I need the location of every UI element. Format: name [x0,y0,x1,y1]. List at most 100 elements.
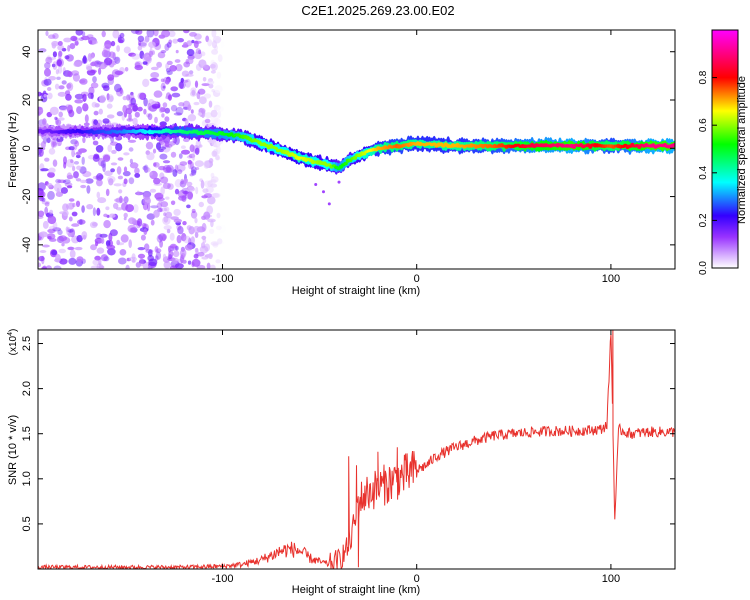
noise-blob [175,106,184,116]
noise-blob [106,94,114,103]
noise-blob [156,197,165,202]
noise-blob [166,228,171,234]
noise-blob [207,218,216,223]
noise-blob [187,57,194,65]
noise-blob [42,265,47,269]
noise-blob [186,204,191,209]
noise-blob [52,33,59,40]
noise-blob [92,140,99,146]
noise-blob [137,92,145,100]
noise-blob [154,255,159,261]
ridge-core [352,155,358,160]
noise-blob [158,165,166,171]
noise-blob [129,227,137,233]
noise-blob [181,70,190,77]
noise-blob [178,190,187,199]
noise-blob [159,146,167,150]
noise-blob [164,116,170,122]
noise-blob [215,156,221,161]
noise-blob [128,217,136,225]
noise-blob [38,91,42,97]
figure-title: C2E1.2025.269.23.00.E02 [301,3,454,18]
colorbar-tick-label: 0.2 [698,213,709,227]
noise-blob [52,159,58,167]
noise-blob [197,88,206,95]
noise-blob [56,76,61,81]
noise-blob [76,256,84,263]
noise-blob [174,188,180,195]
noise-blob [100,254,108,262]
noise-blob [210,70,216,74]
noise-blob [92,222,98,227]
noise-blob [215,259,221,264]
snr-panel: -100 0 100 0.5 1.0 1.5 2.0 2.5 Height of strai… [7,329,676,596]
noise-blob [148,258,158,267]
noise-blob [207,80,215,85]
noise-blob [125,107,133,115]
noise-blob [177,226,184,235]
noise-blob [149,171,153,176]
noise-blob [71,211,78,217]
noise-blob [144,243,150,251]
noise-blob [211,193,220,198]
noise-blob [129,158,133,164]
noise-blob [179,81,184,89]
noise-blob [41,266,47,269]
noise-blob [163,212,167,217]
noise-blob [103,213,108,218]
noise-blob [114,83,122,93]
noise-blob [164,78,170,85]
noise-blob [64,182,73,187]
noise-blob [102,118,110,124]
noise-blob [210,109,218,118]
noise-blob [183,42,188,48]
x-tick-label: 0 [414,573,420,585]
noise-blob [178,81,186,89]
noise-blob [165,63,170,70]
noise-blob [114,56,121,64]
noise-blob [57,179,67,184]
spectrogram-panel: -100 0 100 -40 -20 0 20 40 Height of straight … [7,29,676,297]
noise-blob [181,149,190,155]
noise-blob [208,83,214,89]
noise-blob [109,213,116,218]
noise-blob [119,32,125,38]
noise-blob [48,148,56,155]
noise-blob [143,108,147,115]
noise-blob [187,186,196,192]
noise-blob [116,242,125,246]
noise-blob [168,250,174,258]
noise-blob [173,218,182,223]
noise-blob [158,200,163,205]
noise-blob [200,51,206,57]
noise-blob [181,79,189,83]
noise-blob [182,221,187,226]
noise-blob [108,51,115,58]
noise-blob [190,87,197,94]
noise-blob [158,233,167,241]
noise-blob [208,158,214,164]
noise-blob [98,61,107,70]
noise-blob [149,188,157,193]
noise-blob [212,192,221,199]
ridge-core [273,146,278,150]
noise-blob [192,152,195,161]
noise-blob [194,248,199,253]
y-tick-label: -20 [21,189,33,205]
noise-blob [103,44,112,49]
noise-blob [40,141,46,149]
noise-blob [191,39,195,44]
noise-blob [90,82,99,89]
noise-blob [162,102,168,108]
noise-blob [51,63,56,68]
noise-blob [69,43,76,50]
noise-blob [90,244,97,251]
noise-blob [93,119,98,126]
noise-blob [180,77,184,83]
noise-blob [44,68,51,77]
noise-blob [195,186,199,195]
noise-blob [93,110,99,116]
x-tick-label: 100 [602,273,620,285]
noise-blob [198,59,207,68]
noise-blob [154,116,158,124]
